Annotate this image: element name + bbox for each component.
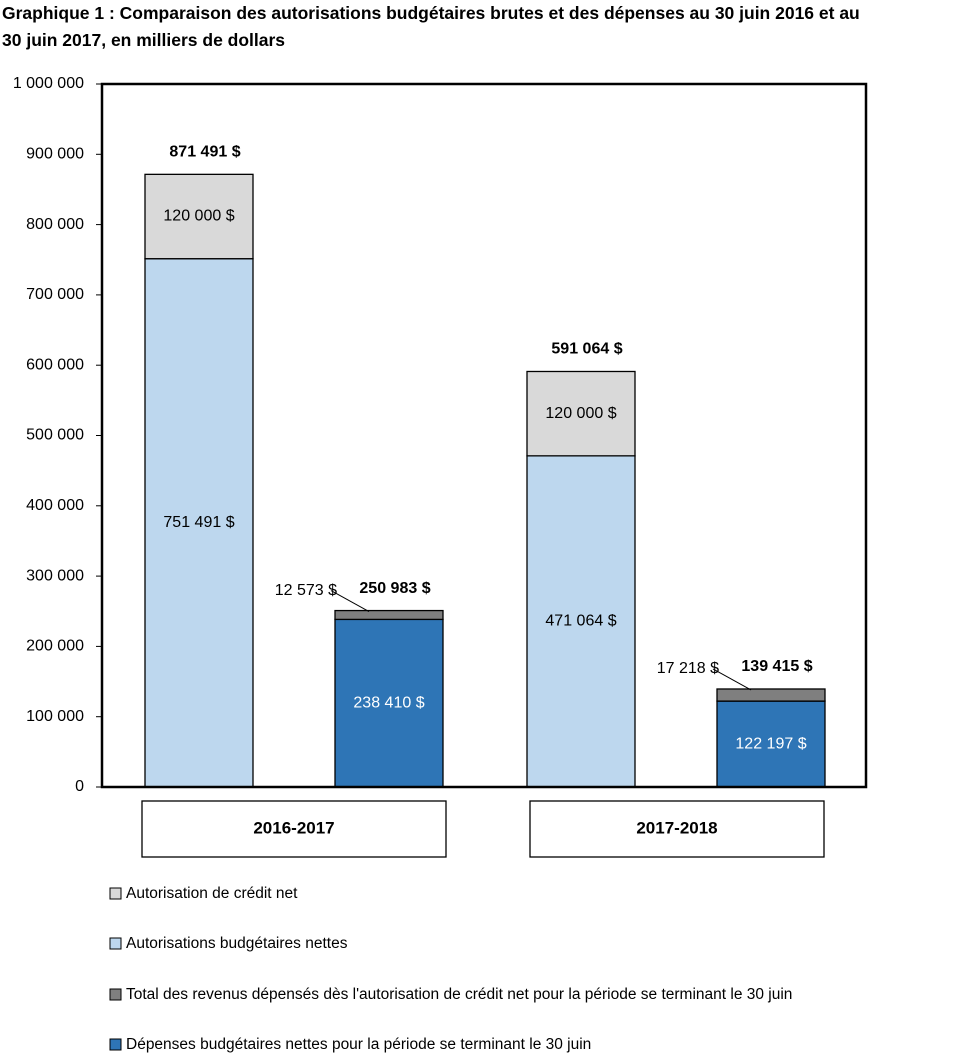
bar-segment <box>334 609 444 621</box>
bar-segment <box>144 173 254 260</box>
group-label: 2017-2018 <box>636 818 717 837</box>
y-tick-label: 200 000 <box>26 638 84 655</box>
value-label: 751 491 $ <box>163 514 234 531</box>
value-label: 12 573 $ <box>275 582 337 599</box>
bar-segment <box>144 258 254 788</box>
chart-title: Graphique 1 : Comparaison des autorisati… <box>2 3 860 50</box>
total-label: 591 064 $ <box>551 341 622 358</box>
leader-line <box>330 590 370 612</box>
value-label: 238 410 $ <box>353 694 424 711</box>
value-label: 120 000 $ <box>163 208 234 225</box>
legend-label: Dépenses budgétaires nettes pour la péri… <box>126 1036 591 1053</box>
legend-swatch <box>109 887 122 900</box>
value-label: 122 197 $ <box>735 735 806 752</box>
y-tick-label: 1 000 000 <box>13 75 84 92</box>
total-label: 871 491 $ <box>169 144 240 161</box>
legend-label: Autorisations budgétaires nettes <box>126 935 348 952</box>
group-label: 2016-2017 <box>253 818 334 837</box>
legend-label: Autorisation de crédit net <box>126 885 298 902</box>
leader-line <box>712 668 752 691</box>
y-tick-label: 600 000 <box>26 356 84 373</box>
legend-swatch <box>109 1038 122 1051</box>
total-label: 139 415 $ <box>741 658 812 675</box>
total-label: 250 983 $ <box>359 580 430 597</box>
value-label: 17 218 $ <box>657 660 719 677</box>
value-label: 120 000 $ <box>545 405 616 422</box>
bar-segment <box>526 455 636 788</box>
y-tick-label: 300 000 <box>26 567 84 584</box>
legend-label: Total des revenus dépensés dès l'autoris… <box>126 986 792 1003</box>
y-tick-label: 700 000 <box>26 286 84 303</box>
group-box <box>529 800 825 858</box>
legend-swatch <box>109 988 122 1001</box>
y-tick-label: 500 000 <box>26 427 84 444</box>
bar-segment <box>526 370 636 457</box>
y-tick-label: 800 000 <box>26 216 84 233</box>
y-tick-label: 400 000 <box>26 497 84 514</box>
value-label: 471 064 $ <box>545 613 616 630</box>
y-tick-label: 0 <box>75 778 84 795</box>
plot-frame <box>100 82 868 789</box>
bar-segment <box>334 618 444 788</box>
bar-segment <box>716 688 826 702</box>
group-box <box>141 800 447 858</box>
legend-swatch <box>109 937 122 950</box>
y-tick-label: 100 000 <box>26 708 84 725</box>
y-tick-label: 900 000 <box>26 146 84 163</box>
